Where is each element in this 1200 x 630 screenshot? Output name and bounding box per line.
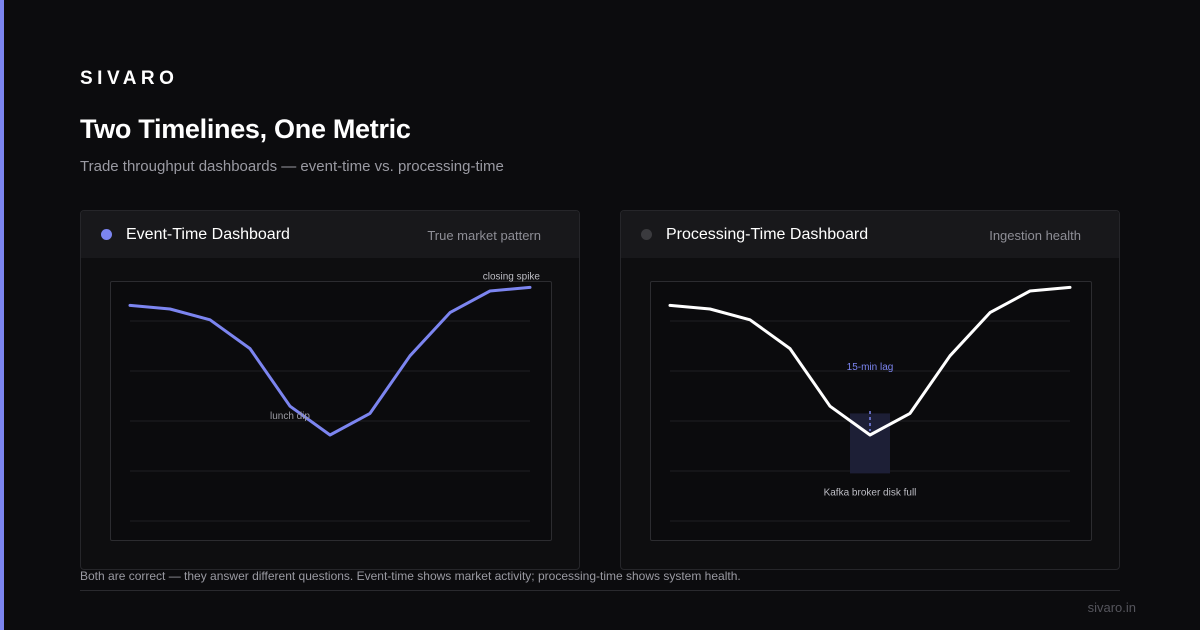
page-subtitle: Trade throughput dashboards — event-time… bbox=[80, 158, 504, 175]
event-time-panel-header: Event-Time Dashboard True market pattern bbox=[81, 211, 579, 258]
series-line bbox=[128, 285, 532, 437]
footer-note: Both are correct — they answer different… bbox=[80, 569, 741, 583]
event-status-dot bbox=[101, 229, 112, 240]
lag-highlight-box bbox=[850, 413, 890, 474]
event-time-panel: Event-Time Dashboard True market pattern… bbox=[80, 210, 580, 570]
processing-plot-frame bbox=[650, 281, 1092, 541]
processing-panel-title: Processing-Time Dashboard bbox=[666, 226, 869, 243]
event-time-chart: lunch dip closing spike bbox=[128, 271, 541, 522]
brand-logo: SIVARO bbox=[80, 68, 179, 89]
processing-panel-tag: Ingestion health bbox=[989, 228, 1081, 243]
chart-annotation: Kafka broker disk full bbox=[824, 487, 917, 498]
processing-status-dot bbox=[641, 229, 652, 240]
chart-annotation: 15-min lag bbox=[847, 362, 894, 373]
chart-annotation: lunch dip bbox=[270, 411, 310, 422]
processing-time-panel: Processing-Time Dashboard Ingestion heal… bbox=[620, 210, 1120, 570]
chart-annotation: closing spike bbox=[483, 271, 541, 282]
accent-bar bbox=[0, 0, 4, 630]
site-url: sivaro.in bbox=[1087, 600, 1136, 615]
processing-time-panel-header: Processing-Time Dashboard Ingestion heal… bbox=[621, 211, 1119, 258]
event-panel-tag: True market pattern bbox=[427, 228, 541, 243]
processing-time-chart: 15-min lag Kafka broker disk full bbox=[668, 285, 1072, 522]
event-panel-title: Event-Time Dashboard bbox=[126, 226, 290, 243]
page-title: Two Timelines, One Metric bbox=[80, 114, 411, 144]
footer-divider bbox=[80, 590, 1120, 591]
event-plot-frame bbox=[110, 281, 552, 541]
